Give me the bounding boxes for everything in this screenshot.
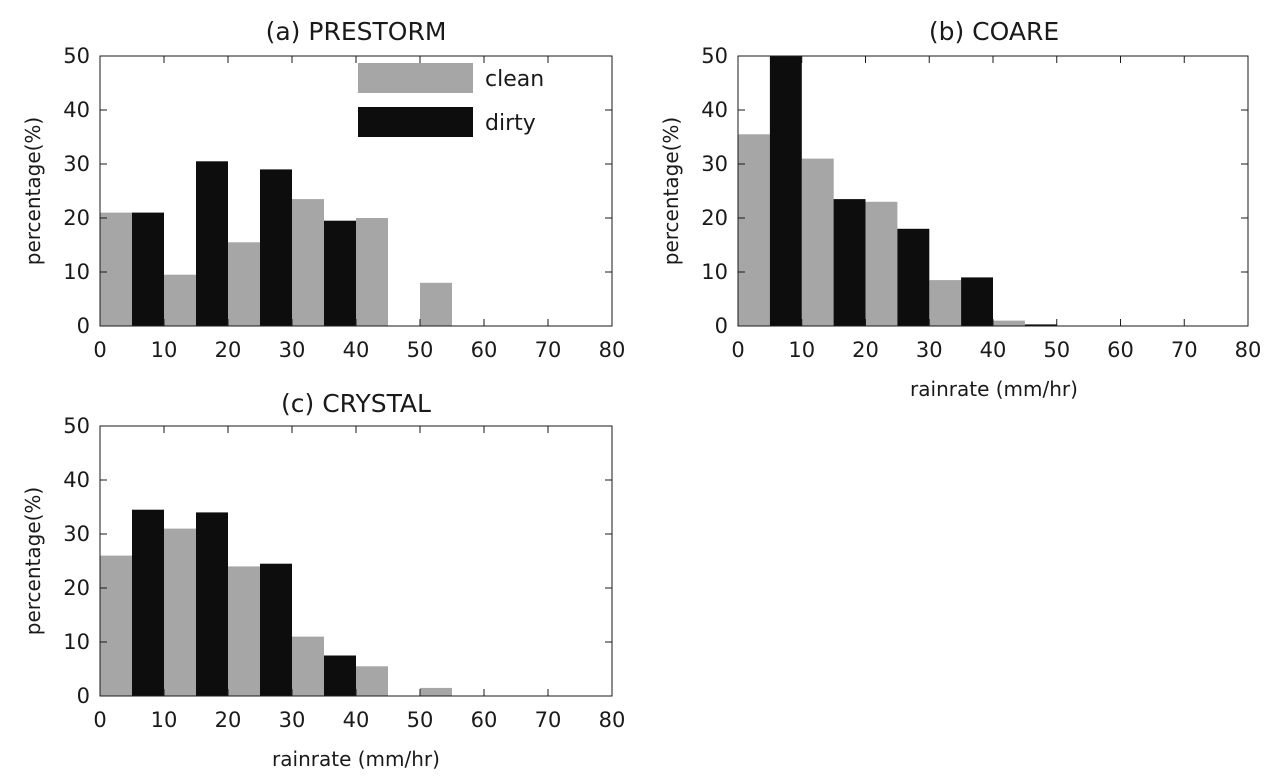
y-tick-label: 10 [63,630,90,654]
panel-title: (a) PRESTORM [266,17,447,46]
bar-dirty [260,563,292,696]
x-tick-label: 10 [151,708,178,732]
x-tick-label: 50 [407,338,434,362]
y-tick-label: 0 [715,314,728,338]
bar-clean [356,666,388,696]
bar-clean [228,566,260,696]
axis-ticks: 0 10 20 30 40 50 60 70 80 0 10 20 30 40 50 [701,44,1261,362]
legend-label-clean: clean [485,67,544,92]
x-tick-label: 60 [471,708,498,732]
y-tick-label: 30 [63,152,90,176]
bar-clean [292,199,324,326]
bar-clean [865,201,898,326]
y-axis-label: percentage(%) [21,117,45,265]
legend-swatch-clean [358,63,473,93]
bar-clean [929,280,962,326]
y-tick-label: 50 [701,44,728,68]
bar-dirty [324,220,356,326]
bar-clean [164,528,196,696]
bar-clean [738,134,770,326]
x-tick-label: 50 [407,708,434,732]
x-axis-label: rainrate (mm/hr) [910,377,1078,401]
bar-dirty [833,199,866,326]
x-tick-label: 10 [788,338,815,362]
x-tick-label: 0 [93,338,106,362]
x-axis-label: rainrate (mm/hr) [272,747,440,771]
x-tick-label: 20 [215,338,242,362]
bar-clean [420,282,452,326]
bars-group [100,161,452,326]
x-tick-label: 40 [343,708,370,732]
bar-clean [292,636,324,696]
x-tick-label: 20 [852,338,879,362]
panel-title: (c) CRYSTAL [281,389,431,418]
bar-clean [228,242,260,326]
bar-clean [801,158,834,326]
x-tick-label: 80 [1235,338,1262,362]
bar-dirty [1024,324,1057,326]
x-tick-label: 0 [731,338,744,362]
y-tick-label: 20 [701,206,728,230]
y-axis-label: percentage(%) [659,117,683,265]
bar-clean [993,320,1025,326]
legend: clean dirty [358,63,544,137]
x-tick-label: 10 [151,338,178,362]
legend-label-dirty: dirty [485,111,536,136]
x-tick-label: 30 [916,338,943,362]
x-tick-label: 80 [599,338,626,362]
x-tick-label: 40 [980,338,1007,362]
bar-dirty [769,56,802,326]
panel-crystal: (c) CRYSTAL percentage(%) rainrate (mm/h… [21,389,625,771]
panel-coare: (b) COARE percentage(%) rainrate (mm/hr)… [659,17,1261,401]
bar-clean [100,212,132,326]
panel-title: (b) COARE [929,17,1059,46]
x-tick-label: 50 [1043,338,1070,362]
x-tick-label: 30 [279,338,306,362]
x-tick-label: 0 [93,708,106,732]
y-tick-label: 0 [77,314,90,338]
bar-dirty [897,228,930,326]
y-tick-label: 30 [63,522,90,546]
y-tick-label: 10 [63,260,90,284]
y-tick-label: 50 [63,44,90,68]
y-tick-label: 30 [701,152,728,176]
bar-clean [100,555,132,696]
bar-dirty [260,169,292,326]
bar-dirty [196,512,228,696]
bar-dirty [961,277,993,326]
y-tick-label: 20 [63,206,90,230]
x-tick-label: 40 [343,338,370,362]
y-tick-label: 40 [701,98,728,122]
axis-ticks: 0 10 20 30 40 50 60 70 80 0 10 20 30 40 50 [63,44,625,362]
y-axis-label: percentage(%) [21,487,45,635]
bar-dirty [132,212,164,326]
bar-clean [356,218,388,326]
bar-dirty [324,655,356,696]
y-tick-label: 50 [63,414,90,438]
x-tick-label: 30 [279,708,306,732]
y-tick-label: 40 [63,98,90,122]
y-tick-label: 10 [701,260,728,284]
legend-swatch-dirty [358,107,473,137]
x-tick-label: 60 [471,338,498,362]
bar-dirty [132,509,164,696]
axis-ticks: 0 10 20 30 40 50 60 70 80 0 10 20 30 40 50 [63,414,625,732]
y-tick-label: 0 [77,684,90,708]
bars-group [100,509,452,696]
bar-clean [164,274,196,326]
y-tick-label: 40 [63,468,90,492]
bar-clean [420,687,452,696]
x-tick-label: 80 [599,708,626,732]
x-tick-label: 20 [215,708,242,732]
x-tick-label: 70 [535,338,562,362]
y-tick-label: 20 [63,576,90,600]
bar-dirty [196,161,228,326]
bars-group [738,56,1057,326]
x-tick-label: 70 [535,708,562,732]
panel-prestorm: (a) PRESTORM percentage(%) 0 10 20 30 40 50 60… [21,17,625,362]
x-tick-label: 70 [1171,338,1198,362]
x-tick-label: 60 [1107,338,1134,362]
